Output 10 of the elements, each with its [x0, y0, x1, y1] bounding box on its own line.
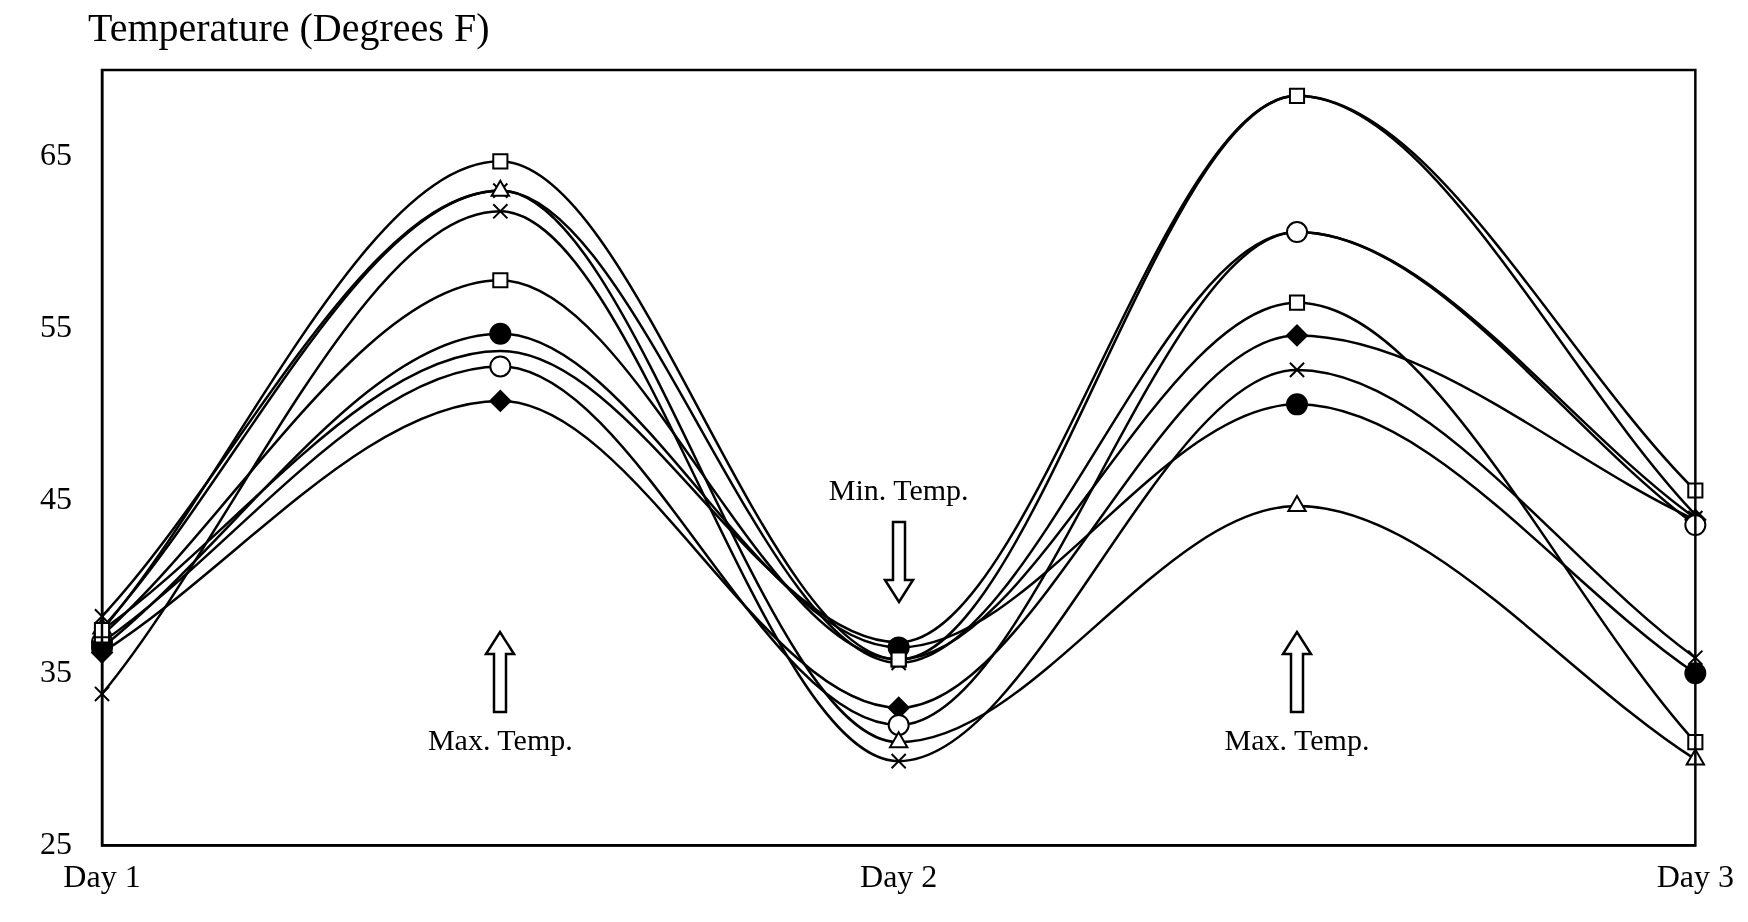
y-tick-label: 55	[40, 307, 72, 344]
x-tick-label: Day 2	[860, 858, 938, 895]
annotation: Max. Temp.	[427, 722, 573, 756]
y-tick-label: 45	[40, 480, 72, 517]
x-tick-label: Day 3	[1656, 858, 1734, 895]
y-tick-label: 35	[40, 652, 72, 689]
chart-title: Temperature (Degrees F)	[88, 4, 490, 51]
annotation: Min. Temp.	[828, 473, 969, 507]
annotation: Max. Temp.	[1224, 722, 1370, 756]
y-tick-label: 65	[40, 135, 72, 172]
